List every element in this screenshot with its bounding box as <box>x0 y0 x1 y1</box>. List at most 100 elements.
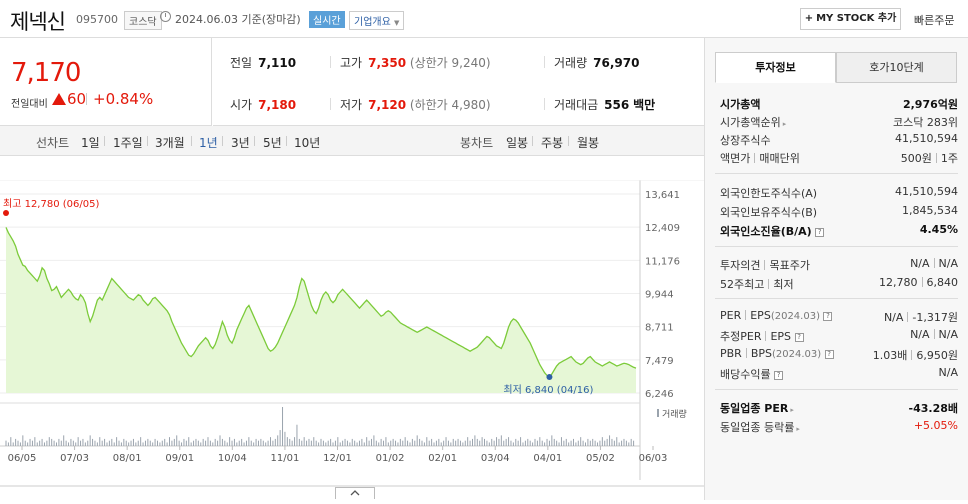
opinion-row: 투자의견 목표주가 N/A N/A <box>720 257 958 273</box>
stock-code: 095700 <box>76 13 118 26</box>
foreign-rate-row: 외국인소진율(B/A) ? 4.45% <box>720 223 958 239</box>
chart-toolbar: 선차트 1일 1주일 3개월 1년 3년 5년 10년 봉차트 일봉 주봉 월봉 <box>0 126 704 156</box>
divider <box>765 331 767 341</box>
x-tick-label: 05/02 <box>586 453 615 464</box>
help-icon[interactable]: ? <box>824 350 834 359</box>
help-icon[interactable]: ? <box>774 371 784 380</box>
divider <box>745 348 747 358</box>
volume-value: 76,970 <box>593 56 640 70</box>
chevron-right-icon: ▸ <box>790 406 794 414</box>
plus-icon: + <box>804 13 814 24</box>
market-cap-rank-row[interactable]: 시가총액순위 ▸ 코스닥 283위 <box>720 114 958 130</box>
period-1w[interactable]: 1주일 <box>113 136 143 150</box>
rank-label: 시가총액순위 <box>720 116 781 129</box>
period-3m[interactable]: 3개월 <box>155 136 185 150</box>
unit-label: 매매단위 <box>759 152 800 165</box>
per-value: N/A <box>883 311 904 324</box>
divider <box>768 279 770 289</box>
price-chart[interactable]: 13,641 12,409 11,176 9,944 8,711 7,479 6,246 최고… <box>0 179 704 500</box>
help-icon[interactable]: ? <box>794 333 804 342</box>
company-info-dropdown[interactable]: 기업개요 ▼ <box>349 11 405 30</box>
foreign-rate-label: 외국인소진율(B/A) <box>720 225 812 238</box>
divider <box>715 298 958 299</box>
date-text: 2024.06.03 <box>175 13 238 26</box>
x-tick-label: 02/01 <box>428 453 457 464</box>
chevron-up-icon <box>350 490 360 496</box>
week52-high-label: 52주최고 <box>720 278 765 291</box>
help-icon[interactable]: ? <box>823 312 833 321</box>
week52-low-label: 최저 <box>773 278 794 291</box>
market-badge: 코스닥 <box>124 11 162 30</box>
divider <box>764 260 766 270</box>
tab-order-book[interactable]: 호가10단계 <box>836 52 957 83</box>
period-5y[interactable]: 5년 <box>263 136 282 150</box>
open-label: 시가 <box>230 98 253 112</box>
unit-value: 1주 <box>940 152 958 165</box>
divider <box>532 136 533 146</box>
candle-chart-label: 봉차트 <box>460 136 494 150</box>
collapse-chart-button[interactable] <box>335 487 375 499</box>
price-area <box>6 227 636 393</box>
divider <box>330 98 331 110</box>
shares-row: 상장주식수 41,510,594 <box>720 132 958 148</box>
industry-rate-row[interactable]: 동일업종 등락률 ▸ +5.05% <box>720 419 958 435</box>
quote-grid: 전일 7,110 고가 7,350 (상한가 9,240) 거래량 76,970 시가… <box>213 38 704 126</box>
industry-rate-label: 동일업종 등락률 <box>720 421 795 434</box>
par-unit-row: 액면가 매매단위 500원 1주 <box>720 150 958 166</box>
divider <box>147 136 148 146</box>
current-price: 7,170 <box>11 58 81 88</box>
divider <box>544 98 545 110</box>
est-eps-label: EPS <box>770 330 792 343</box>
trade-amount: 거래대금 556 백만 <box>554 96 655 113</box>
day-low: 저가 7,120 (하한가 4,980) <box>340 96 491 113</box>
mystock-label: MY STOCK 추가 <box>816 13 897 24</box>
est-per-value: N/A <box>910 328 930 341</box>
candle-daily[interactable]: 일봉 <box>506 136 529 150</box>
candle-weekly[interactable]: 주봉 <box>541 136 564 150</box>
add-mystock-button[interactable]: + MY STOCK 추가 <box>800 8 901 30</box>
shares-label: 상장주식수 <box>720 134 771 147</box>
period-1y[interactable]: 1년 <box>199 136 218 150</box>
foreign-limit-row: 외국인한도주식수(A) 41,510,594 <box>720 185 958 201</box>
volume-legend-swatch <box>657 409 659 417</box>
change-percent: +0.84% <box>93 90 154 108</box>
help-icon[interactable]: ? <box>815 228 825 237</box>
divider <box>933 329 935 339</box>
y-tick-label: 13,641 <box>645 190 680 201</box>
amount-unit: 백만 <box>633 98 656 112</box>
high-label: 고가 <box>340 56 363 70</box>
volume-legend-label: 거래량 <box>662 408 687 420</box>
pbr-value: 1.03배 <box>872 349 908 362</box>
amount-label: 거래대금 <box>554 98 599 112</box>
divider <box>745 310 747 320</box>
realtime-badge[interactable]: 실시간 <box>309 11 345 28</box>
quick-order-link[interactable]: 빠른주문 <box>914 14 955 27</box>
market-cap-label: 시가총액 <box>720 98 761 111</box>
period-10y[interactable]: 10년 <box>294 136 321 150</box>
high-value: 7,350 <box>368 56 407 70</box>
est-per-row: 추정PER EPS ? N/A N/A <box>720 328 958 344</box>
industry-per-row[interactable]: 동일업종 PER ▸ -43.28배 <box>720 400 958 416</box>
chevron-right-icon: ▸ <box>796 425 800 433</box>
upper-label: (상한가 <box>409 56 448 70</box>
bps-period: (2024.03) <box>772 349 822 360</box>
day-high: 고가 7,350 (상한가 9,240) <box>340 54 491 71</box>
clock-icon <box>160 11 171 22</box>
up-triangle-icon <box>52 93 66 105</box>
dividend-value: N/A <box>938 366 958 379</box>
x-tick-label: 06/03 <box>639 453 668 464</box>
week52-row: 52주최고 최저 12,780 6,840 <box>720 276 958 292</box>
x-tick-label: 06/05 <box>8 453 37 464</box>
industry-rate-value: +5.05% <box>913 419 958 432</box>
par-label: 액면가 <box>720 152 751 165</box>
period-3y[interactable]: 3년 <box>231 136 250 150</box>
tab-investment-info[interactable]: 투자정보 <box>715 52 836 83</box>
divider <box>754 153 756 163</box>
eps-label: EPS <box>750 309 771 322</box>
period-1d[interactable]: 1일 <box>81 136 100 150</box>
y-tick-label: 9,944 <box>645 290 674 301</box>
divider <box>330 56 331 68</box>
change-value: 60 <box>67 90 87 108</box>
candle-monthly[interactable]: 월봉 <box>577 136 600 150</box>
open-price: 시가 7,180 <box>230 96 296 113</box>
